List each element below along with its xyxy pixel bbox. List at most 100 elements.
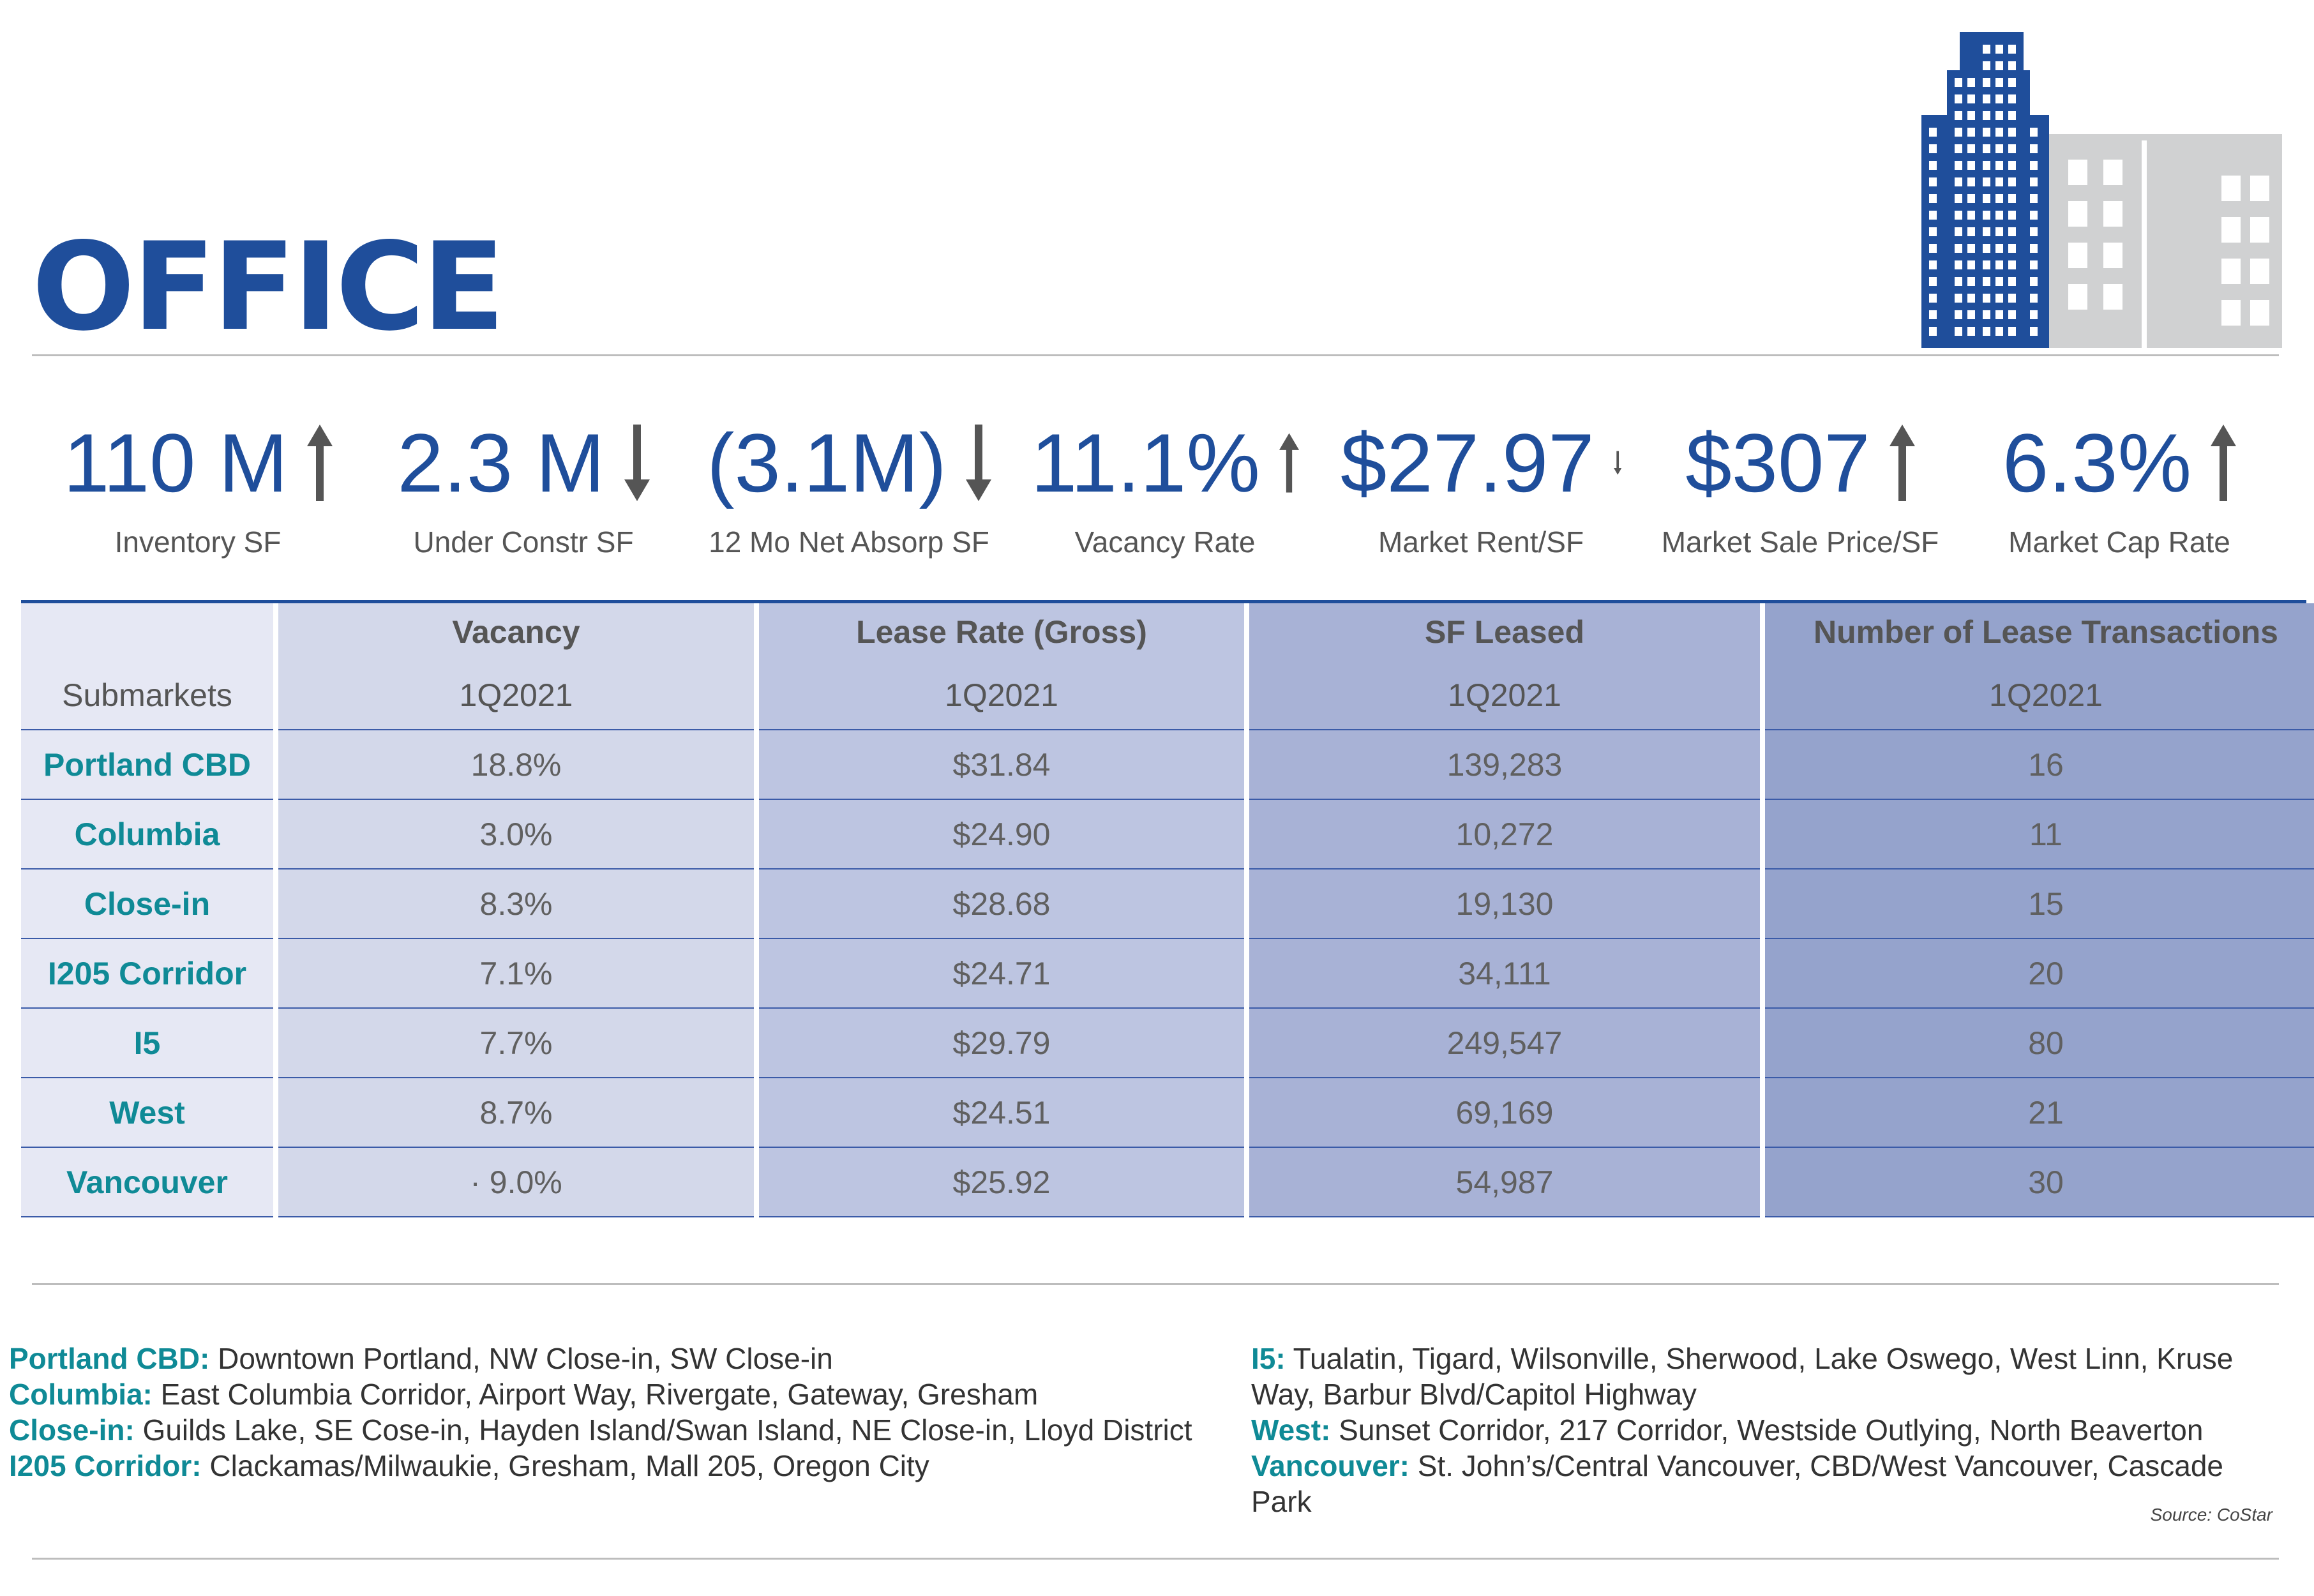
tower-window (1967, 128, 1975, 137)
transactions-cell: 20 (1762, 938, 2314, 1009)
submarket-name: I5 (21, 1008, 278, 1078)
transactions-cell: 80 (1762, 1008, 2314, 1078)
definition-vancouver-continued: Park (1251, 1485, 1312, 1518)
table-subheader-cell: 1Q2021 (276, 661, 759, 730)
definition-text: East Columbia Corridor, Airport Way, Riv… (152, 1378, 1039, 1411)
tower-window (2030, 260, 2038, 269)
table-row: Vancouver · 9.0% $25.92 54,987 30 (21, 1147, 2314, 1217)
tower-window (1995, 161, 2003, 170)
tower-window (1929, 128, 1937, 137)
tower-window (1967, 144, 1975, 153)
tower-window (1983, 94, 1990, 103)
stat-inventory: 110 M Inventory SF (54, 409, 342, 559)
tower-window (1983, 244, 1990, 253)
stat-label: 12 Mo Net Absorp SF (709, 525, 989, 559)
transactions-cell: 11 (1762, 799, 2314, 870)
tower-window (1955, 260, 1962, 269)
tower-window (1929, 177, 1937, 186)
stat-under-construction: 2.3 M Under Constr SF (383, 409, 664, 559)
tower-window (1983, 310, 1990, 319)
definition-term: Close-in: (9, 1413, 135, 1447)
tower-window (1967, 111, 1975, 120)
table-subheader-cell: Submarkets (21, 661, 278, 730)
tower-window (1983, 194, 1990, 203)
tower-window (2008, 144, 2016, 153)
tower-window (1995, 45, 2003, 54)
tower-window (1967, 327, 1975, 336)
tower-window (2030, 227, 2038, 236)
tower-window (1995, 94, 2003, 103)
bottom-divider (32, 1558, 2279, 1560)
tower-window (1983, 61, 1990, 70)
tower-window (1967, 94, 1975, 103)
vacancy-cell: · 9.0% (276, 1147, 759, 1217)
tower-window (1955, 244, 1962, 253)
tower-window (1967, 78, 1975, 87)
submarket-definitions-left: Portland CBD: Downtown Portland, NW Clos… (9, 1341, 1192, 1484)
lease-rate-cell: $24.90 (756, 799, 1249, 870)
table-row: I205 Corridor 7.1% $24.71 34,111 20 (21, 938, 2314, 1009)
sf-leased-cell: 139,283 (1247, 730, 1765, 800)
tower-window (1983, 211, 1990, 220)
definition-text: St. John’s/Central Vancouver, CBD/West V… (1409, 1449, 2224, 1482)
tower-window (1983, 45, 1990, 54)
tower-window (1955, 277, 1962, 286)
tower-window (1983, 327, 1990, 336)
vacancy-cell: 7.1% (276, 938, 759, 1009)
tower-window (1929, 194, 1937, 203)
tower-window (2008, 244, 2016, 253)
tower-window (2008, 111, 2016, 120)
transactions-cell: 30 (1762, 1147, 2314, 1217)
stat-market-rent: $27.97 Market Rent/SF (1341, 409, 1621, 559)
tower-window (1995, 277, 2003, 286)
tower-window (1983, 277, 1990, 286)
stat-value: 11.1% (1031, 416, 1260, 509)
page-title: OFFICE (32, 216, 505, 358)
table-header-cell (21, 603, 278, 661)
notes-top-divider (32, 1283, 2279, 1285)
tower-window (1983, 128, 1990, 137)
tower-window (2030, 327, 2038, 336)
submarket-name: Columbia (21, 799, 278, 870)
definition-west: West: Sunset Corridor, 217 Corridor, Wes… (1251, 1412, 2233, 1448)
tower-window (1967, 277, 1975, 286)
vacancy-cell: 8.3% (276, 869, 759, 939)
tower-window (1955, 194, 1962, 203)
tower-window (1995, 144, 2003, 153)
stat-label: Under Constr SF (413, 525, 634, 559)
stat-market-sale-price: $307 Market Sale Price/SF (1647, 409, 1953, 559)
tower-window (1967, 227, 1975, 236)
stat-value: 110 M (63, 416, 288, 509)
table-row: I5 7.7% $29.79 249,547 80 (21, 1008, 2314, 1078)
tower-window (1983, 294, 1990, 303)
tower-window (2008, 45, 2016, 54)
transactions-cell: 15 (1762, 869, 2314, 939)
submarket-name: I205 Corridor (21, 938, 278, 1009)
tower-window (1955, 211, 1962, 220)
up-arrow-icon (1889, 425, 1915, 501)
tower-window (1955, 144, 1962, 153)
tower-window (1983, 227, 1990, 236)
definition-text: Tualatin, Tigard, Wilsonville, Sherwood,… (1285, 1342, 2234, 1375)
table-header-cell: SF Leased (1247, 603, 1765, 661)
sf-leased-cell: 69,169 (1247, 1078, 1765, 1148)
stat-label: Market Cap Rate (2008, 525, 2230, 559)
table-row: West 8.7% $24.51 69,169 21 (21, 1078, 2314, 1148)
tower-window (2030, 194, 2038, 203)
up-arrow-icon (306, 425, 333, 501)
tower-window (1995, 61, 2003, 70)
tower-window (2008, 128, 2016, 137)
tower-window (1983, 78, 1990, 87)
sf-leased-cell: 19,130 (1247, 869, 1765, 939)
tower-window (1967, 177, 1975, 186)
tower-window (1967, 294, 1975, 303)
tower-window (1955, 177, 1962, 186)
tower-window (1967, 260, 1975, 269)
tower-window (1995, 244, 2003, 253)
definition-term: I5: (1251, 1342, 1286, 1375)
down-arrow-icon (1613, 451, 1621, 475)
tower-window (1929, 244, 1937, 253)
submarket-name: Vancouver (21, 1147, 278, 1217)
transactions-cell: 21 (1762, 1078, 2314, 1148)
tower-window (1967, 244, 1975, 253)
